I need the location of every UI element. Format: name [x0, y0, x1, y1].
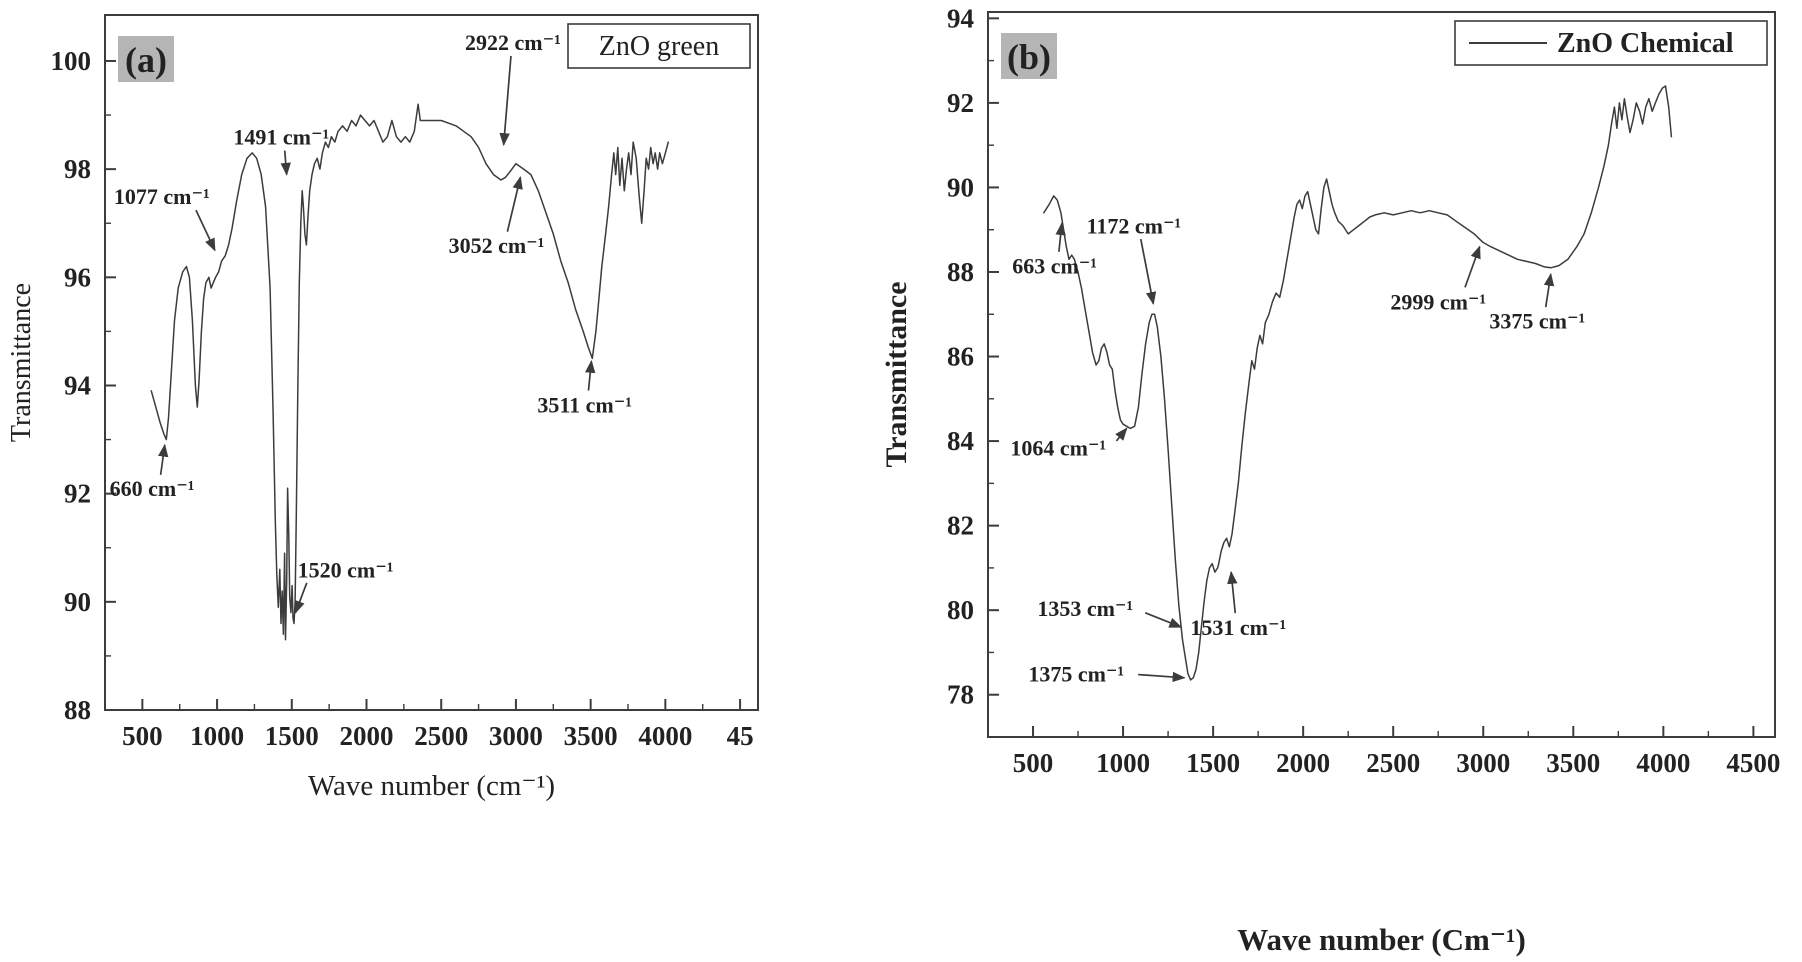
annotation-arrow [195, 209, 216, 252]
y-tick-label: 98 [64, 154, 91, 184]
x-tick-label: 4000 [1636, 748, 1690, 778]
annotation-label: 1491 cm⁻¹ [233, 125, 329, 150]
annotation-arrow [1144, 612, 1183, 628]
annotation-arrow [1543, 272, 1555, 308]
annotation-arrow [506, 175, 523, 232]
annotation-label: 663 cm⁻¹ [1012, 254, 1097, 279]
annotation-label: 1520 cm⁻¹ [298, 557, 394, 582]
annotation-label: 1064 cm⁻¹ [1010, 435, 1106, 460]
annotation-arrow [1227, 570, 1238, 614]
annotation-arrow [585, 359, 596, 391]
x-tick-label: 3500 [1546, 748, 1600, 778]
x-axis-label: Wave number (Cm⁻¹) [1237, 922, 1526, 957]
y-tick-label: 90 [947, 172, 974, 202]
y-tick-label: 86 [947, 342, 974, 372]
y-tick-label: 94 [64, 370, 91, 400]
y-tick-label: 100 [51, 46, 92, 76]
annotation-arrow [1115, 427, 1128, 442]
y-tick-label: 90 [64, 587, 91, 617]
x-tick-label: 4000 [638, 721, 692, 751]
annotation-label: 660 cm⁻¹ [110, 476, 195, 501]
annotation-arrow [294, 582, 308, 614]
annotation-arrow [1139, 238, 1157, 305]
plot-box [104, 14, 759, 711]
annotation-label: 3052 cm⁻¹ [449, 233, 545, 258]
annotation-arrow [1055, 222, 1066, 252]
annotation-label: 1531 cm⁻¹ [1190, 615, 1286, 640]
x-tick-label: 45 [727, 721, 754, 751]
panel-tag-chip [1001, 33, 1057, 79]
x-tick-label: 3000 [1456, 748, 1510, 778]
annotation-label: 3375 cm⁻¹ [1489, 309, 1585, 334]
x-tick-label: 500 [1013, 748, 1054, 778]
annotation-arrow [1138, 671, 1186, 683]
spectrum-curve [1043, 85, 1673, 681]
y-tick-label: 84 [947, 426, 974, 456]
annotation-arrow [280, 150, 291, 176]
annotation-arrow [1464, 245, 1481, 288]
y-tick-label: 92 [947, 88, 974, 118]
y-tick-label: 96 [64, 262, 91, 292]
panel-tag: (b) [1007, 37, 1051, 77]
annotation-label: 1077 cm⁻¹ [114, 184, 210, 209]
ftir-chart-a: 500 1000 1500 2000 2500 3000 3500 4000 45 88 90 92 9… [6, 14, 759, 802]
ftir-chart-b: 500 1000 1500 2000 2500 3000 3500 4000 4500 78 80 8… [880, 3, 1780, 957]
panel-a: 500 1000 1500 2000 2500 3000 3500 4000 45 88 90 92 9… [0, 0, 880, 962]
y-tick-label: 92 [64, 479, 91, 509]
panel-tag: (a) [125, 40, 167, 80]
annotation-arrow [499, 55, 512, 147]
annotation-label: 1353 cm⁻¹ [1037, 596, 1133, 621]
x-tick-label: 2500 [414, 721, 468, 751]
legend-label: ZnO green [599, 31, 720, 62]
x-tick-label: 1500 [1186, 748, 1240, 778]
panel-tag-chip [118, 36, 174, 82]
x-tick-label: 1500 [265, 721, 319, 751]
legend-label: ZnO Chemical [1557, 28, 1734, 59]
y-axis-label: Transmittance [6, 283, 37, 442]
annotation-label: 3511 cm⁻¹ [537, 392, 632, 417]
annotation-label: 2922 cm⁻¹ [465, 30, 561, 55]
annotation-label: 1172 cm⁻¹ [1087, 213, 1182, 238]
spectrum-curve [150, 103, 670, 641]
y-tick-label: 88 [947, 257, 974, 287]
y-tick-label: 94 [947, 3, 974, 33]
x-tick-label: 1000 [1096, 748, 1150, 778]
y-tick-label: 78 [947, 680, 974, 710]
annotation-label: 2999 cm⁻¹ [1390, 290, 1486, 315]
x-tick-label: 3500 [564, 721, 618, 751]
annotation-arrow [158, 443, 169, 475]
x-tick-label: 2000 [1276, 748, 1330, 778]
x-tick-label: 2000 [339, 721, 393, 751]
annotation-label: 1375 cm⁻¹ [1028, 662, 1124, 687]
legend-box [567, 23, 751, 69]
y-tick-label: 80 [947, 595, 974, 625]
x-tick-label: 3000 [489, 721, 543, 751]
x-tick-label: 500 [122, 721, 163, 751]
y-axis-label: Transmittance [880, 281, 913, 467]
y-tick-label: 82 [947, 511, 974, 541]
x-tick-label: 1000 [190, 721, 244, 751]
panel-b: 500 1000 1500 2000 2500 3000 3500 4000 4500 78 80 8… [880, 0, 1802, 962]
x-axis-label: Wave number (cm⁻¹) [308, 770, 555, 802]
x-tick-label: 2500 [1366, 748, 1420, 778]
plot-box [987, 11, 1776, 738]
x-tick-label: 4500 [1726, 748, 1780, 778]
y-tick-label: 88 [64, 695, 91, 725]
